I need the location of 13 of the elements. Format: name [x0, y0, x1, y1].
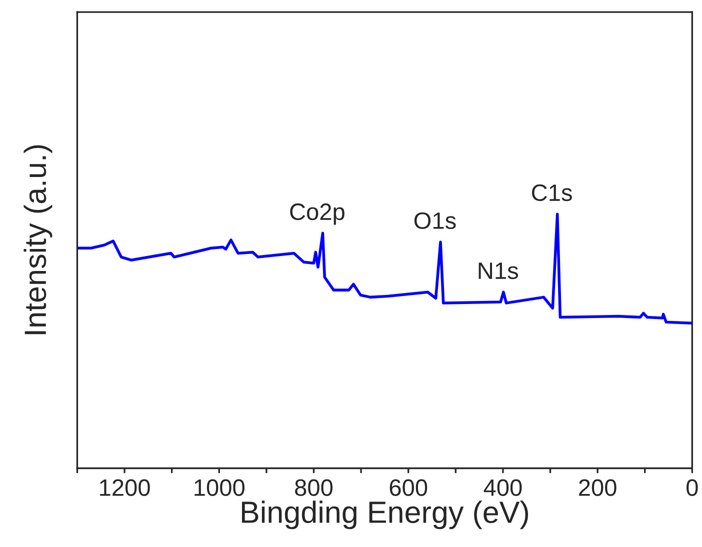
- x-tick-label: 1200: [100, 479, 150, 496]
- y-axis-title: Intensity (a.u.): [24, 145, 52, 334]
- x-tick-label: 600: [390, 479, 428, 496]
- x-tick-label: 800: [295, 479, 333, 496]
- x-tick-label: 0: [686, 479, 698, 496]
- x-axis-title: Bingding Energy (eV): [242, 500, 528, 530]
- annotation: C1s: [532, 184, 572, 202]
- annotation: N1s: [478, 262, 518, 280]
- x-tick-label: 200: [579, 479, 616, 496]
- x-tick-label: 400: [484, 479, 522, 496]
- x-tick-label: 1000: [194, 479, 244, 496]
- annotation: O1s: [414, 212, 456, 230]
- annotation: Co2p: [290, 203, 344, 225]
